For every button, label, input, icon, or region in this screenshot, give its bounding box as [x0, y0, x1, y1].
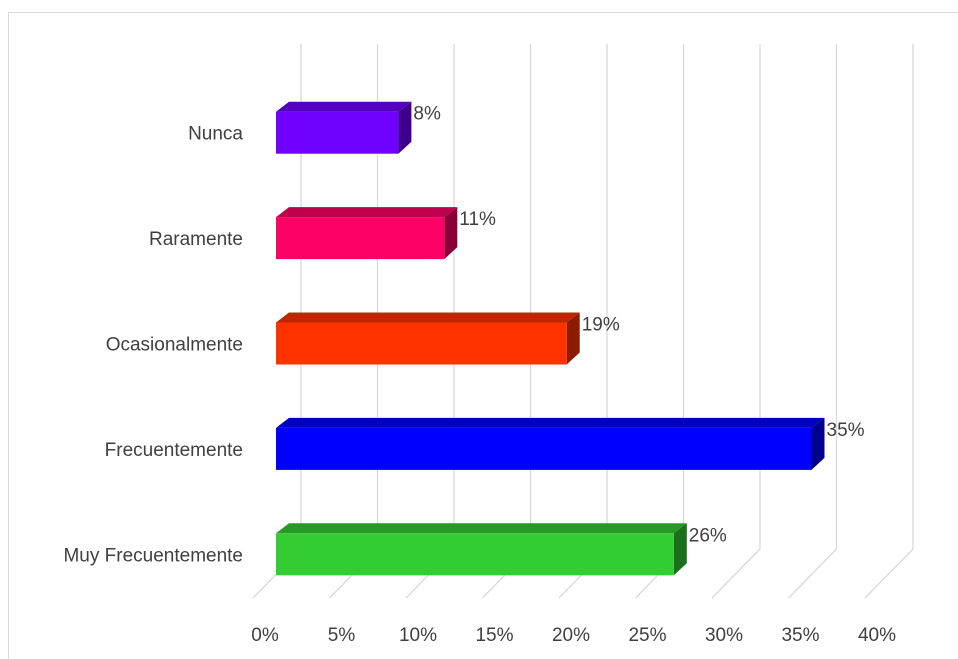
bar — [276, 217, 445, 260]
category-label: Nunca — [188, 124, 243, 145]
bar-top-face — [276, 417, 825, 428]
bar — [276, 111, 399, 154]
x-tick-label: 0% — [251, 625, 279, 646]
bar — [276, 427, 812, 470]
bar — [276, 533, 674, 576]
category-label: Frecuentemente — [105, 440, 243, 461]
x-tick-label: 35% — [781, 625, 819, 646]
bar-side-face — [566, 312, 580, 365]
x-tick-label: 40% — [858, 625, 896, 646]
category-label: Muy Frecuentemente — [63, 545, 243, 566]
floor-gridline — [864, 548, 914, 599]
bar-side-face — [673, 523, 687, 576]
bar-top-face — [276, 207, 458, 218]
x-tick-label: 10% — [399, 625, 437, 646]
bar — [276, 322, 567, 365]
bar-top-face — [276, 523, 687, 534]
data-label: 19% — [582, 315, 620, 336]
data-label: 8% — [413, 104, 441, 125]
bar-top-face — [276, 312, 580, 323]
x-tick-label: 30% — [705, 625, 743, 646]
x-tick-label: 20% — [552, 625, 590, 646]
bar-side-face — [811, 417, 825, 470]
x-tick-label: 15% — [475, 625, 513, 646]
category-label: Ocasionalmente — [106, 335, 243, 356]
floor-gridline — [711, 548, 761, 599]
data-label: 35% — [827, 420, 865, 441]
category-label: Raramente — [149, 229, 243, 250]
x-tick-label: 25% — [628, 625, 666, 646]
data-label: 11% — [459, 209, 496, 230]
data-label: 26% — [689, 525, 727, 546]
bar-side-face — [444, 207, 458, 260]
bar-side-face — [398, 101, 412, 154]
floor-gridline — [788, 548, 837, 599]
x-tick-label: 5% — [328, 625, 356, 646]
bar-top-face — [276, 101, 412, 112]
